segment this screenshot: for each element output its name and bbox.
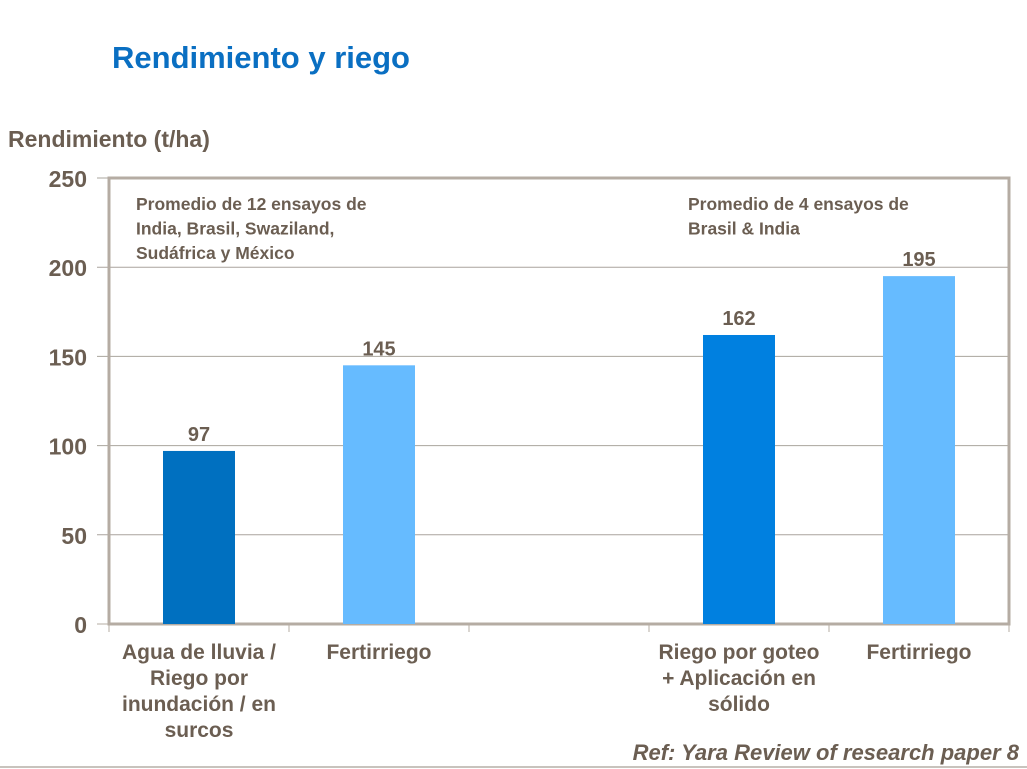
x-category-label: Fertirriego (866, 641, 971, 664)
y-tick-label: 0 (74, 612, 87, 638)
annotation-text: Promedio de 4 ensayos de (688, 194, 909, 214)
bar (703, 334, 775, 624)
annotation-text: Brasil & India (688, 219, 800, 239)
x-category-label: surcos (165, 719, 234, 742)
bar (343, 365, 415, 624)
annotation-text: Sudáfrica y México (136, 243, 295, 263)
x-category-label: Riego por (150, 667, 248, 690)
x-category-label: Riego por goteo (659, 641, 820, 664)
y-tick-label: 150 (49, 344, 87, 370)
data-label: 145 (362, 338, 395, 360)
reference-note: Ref: Yara Review of research paper 8 (632, 740, 1019, 765)
annotation-text: India, Brasil, Swaziland, (136, 219, 334, 239)
x-category-label: sólido (708, 693, 770, 716)
y-tick-label: 50 (61, 523, 87, 549)
data-label: 195 (902, 249, 935, 271)
data-label: 162 (722, 308, 755, 330)
y-axis-label: Rendimiento (t/ha) (8, 126, 210, 152)
x-category-label: Agua de lluvia / (122, 641, 276, 664)
x-category-label: inundación / en (122, 693, 276, 716)
y-tick-label: 100 (49, 434, 87, 460)
y-tick-label: 250 (49, 166, 87, 192)
bar (883, 276, 955, 624)
bar (163, 450, 235, 624)
data-label: 97 (188, 424, 210, 446)
x-category-label: + Aplicación en (662, 667, 816, 690)
bottom-divider (0, 766, 1027, 768)
x-category-label: Fertirriego (326, 641, 431, 664)
annotation-text: Promedio de 12 ensayos de (136, 194, 367, 214)
y-tick-label: 200 (49, 255, 87, 281)
chart-title: Rendimiento y riego (112, 40, 410, 75)
